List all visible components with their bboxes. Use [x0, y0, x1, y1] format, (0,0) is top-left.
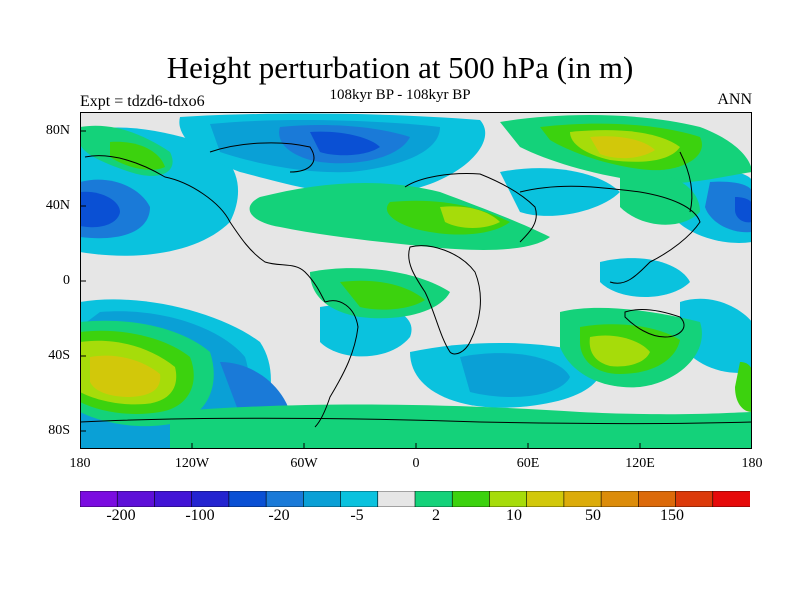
- lon-label-60e: 60E: [516, 456, 540, 471]
- plot-title: Height perturbation at 500 hPa (in m): [166, 50, 634, 85]
- lon-label-180e: 180: [741, 456, 763, 471]
- lat-label-80s: 80S: [48, 423, 70, 438]
- colorbar-swatch: [526, 491, 565, 507]
- positive-anomaly-regions: [80, 115, 752, 449]
- colorbar-swatch: [154, 491, 193, 507]
- lon-label-0: 0: [412, 456, 420, 471]
- coastlines: [80, 142, 752, 428]
- lon-label-120e: 120E: [625, 456, 655, 471]
- colorbar-label: 150: [660, 507, 684, 524]
- colorbar-swatch: [712, 491, 750, 507]
- colorbar-swatch: [116, 491, 156, 507]
- colorbar-swatch: [600, 491, 640, 507]
- colorbar-swatch: [451, 491, 491, 507]
- colorbar-label: -5: [350, 507, 364, 524]
- colorbar-swatch: [675, 491, 714, 507]
- colorbar-swatch: [228, 491, 267, 507]
- lat-label-40s: 40S: [48, 348, 70, 363]
- colorbar-label: -200: [106, 507, 136, 524]
- season-label: ANN: [717, 91, 752, 108]
- contour-map: [80, 112, 752, 449]
- lon-label-60w: 60W: [290, 456, 318, 471]
- colorbar-swatch: [377, 491, 416, 507]
- lat-label-80n: 80N: [45, 123, 70, 138]
- tick-marks: [80, 130, 641, 449]
- colorbar-label: 10: [506, 507, 522, 524]
- colorbar-swatch: [414, 491, 454, 507]
- colorbar-swatch: [563, 491, 602, 507]
- colorbar-swatch: [489, 491, 528, 507]
- colorbar-swatch: [191, 491, 230, 507]
- colorbar-label: 50: [585, 507, 601, 524]
- colorbar-swatch: [340, 491, 379, 507]
- colorbar-swatch: [303, 491, 342, 507]
- colorbar-swatch: [80, 491, 119, 507]
- colorbar-label: -100: [185, 507, 215, 524]
- lat-label-equator: 0: [63, 273, 70, 288]
- plot-subtitle: 108kyr BP - 108kyr BP: [329, 87, 471, 103]
- colorbar-label: -20: [268, 507, 290, 524]
- colorbar-label: 2: [432, 507, 440, 524]
- colorbar-swatch: [265, 491, 305, 507]
- lon-label-120w: 120W: [174, 456, 210, 471]
- experiment-label: Expt = tdzd6-tdxo6: [80, 93, 205, 110]
- colorbar-swatch: [638, 491, 677, 507]
- colorbar: [80, 491, 750, 507]
- lon-label-180w: 180: [69, 456, 91, 471]
- lat-label-40n: 40N: [45, 198, 70, 213]
